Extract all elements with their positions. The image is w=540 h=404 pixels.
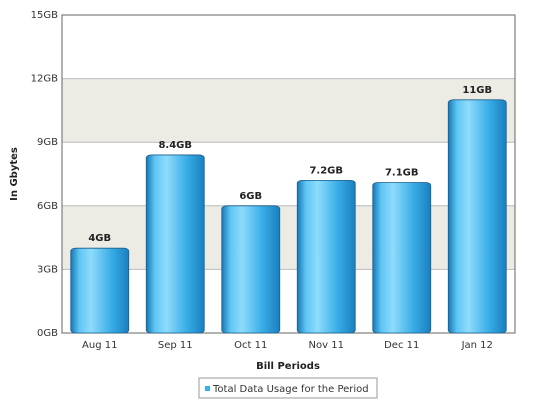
legend xyxy=(198,377,378,399)
bar xyxy=(372,182,432,334)
bar xyxy=(221,205,281,334)
grid-band xyxy=(62,78,515,143)
x-tick-label: Jan 12 xyxy=(461,340,493,351)
y-tick-label: 12GB xyxy=(31,74,58,85)
y-tick-label: 9GB xyxy=(37,137,58,148)
bar xyxy=(296,179,356,334)
data-label: 11GB xyxy=(462,85,492,96)
legend-label: Total Data Usage for the Period xyxy=(212,384,369,395)
y-tick-label: 6GB xyxy=(37,201,58,212)
y-tick-label: 15GB xyxy=(31,10,58,21)
plot-area xyxy=(62,15,515,333)
bar xyxy=(70,247,130,334)
x-tick-label: Sep 11 xyxy=(158,340,193,351)
bar xyxy=(447,99,507,334)
x-tick-label: Aug 11 xyxy=(82,340,117,351)
y-tick-label: 0GB xyxy=(37,328,58,339)
data-label: 7.2GB xyxy=(309,165,343,176)
bar xyxy=(145,154,205,334)
x-tick-label: Nov 11 xyxy=(309,340,344,351)
data-label: 4GB xyxy=(88,233,111,244)
plot-border xyxy=(61,14,516,334)
y-tick-label: 3GB xyxy=(37,264,58,275)
grid-band xyxy=(62,205,515,270)
legend-swatch xyxy=(205,386,210,391)
x-tick-label: Oct 11 xyxy=(234,340,267,351)
x-axis-label: Bill Periods xyxy=(256,361,320,372)
data-label: 8.4GB xyxy=(158,140,192,151)
data-label: 6GB xyxy=(239,191,262,202)
x-tick-label: Dec 11 xyxy=(384,340,419,351)
data-label: 7.1GB xyxy=(385,167,419,178)
y-axis-label: In Gbytes xyxy=(9,147,20,201)
